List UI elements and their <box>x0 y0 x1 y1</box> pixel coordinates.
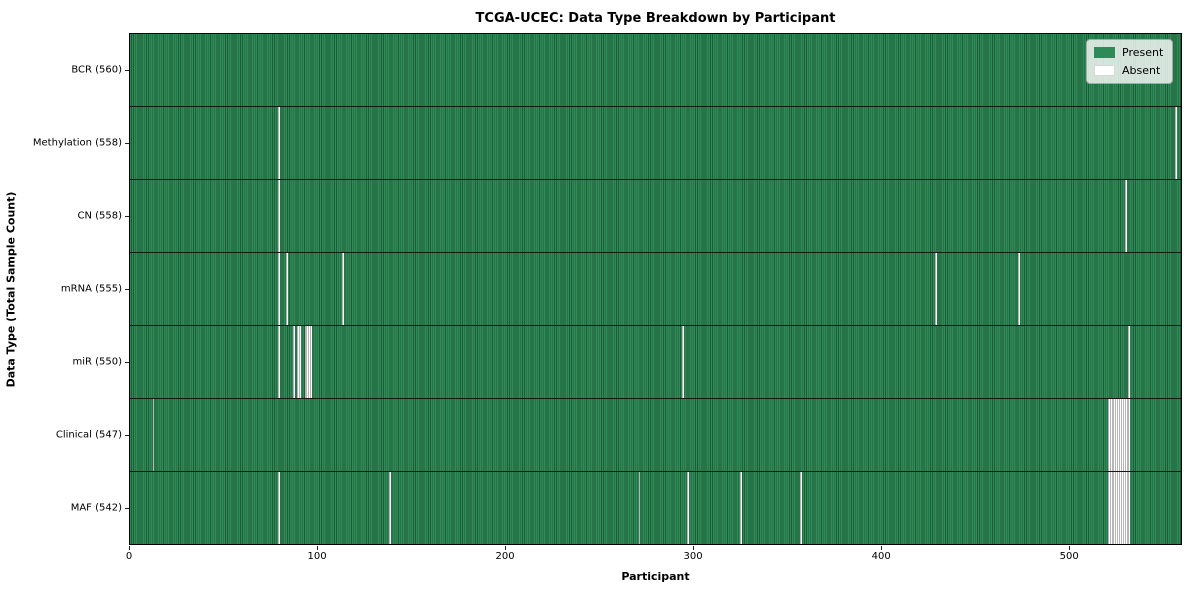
absent-bar <box>1109 399 1112 471</box>
x-axis-label: Participant <box>621 570 690 583</box>
y-tick-label: Clinical (547) <box>55 429 122 441</box>
absent-bar <box>687 472 690 544</box>
absent-bar <box>306 326 309 398</box>
absent-bar <box>1115 472 1118 544</box>
y-tick-label: Methylation (558) <box>32 137 122 149</box>
absent-bar <box>152 399 155 471</box>
legend-entry-absent: Absent <box>1094 64 1163 77</box>
x-tick-label: 300 <box>683 551 703 562</box>
x-tick-label: 500 <box>1059 551 1079 562</box>
y-tick-mark <box>125 508 129 510</box>
y-tick-label: miR (550) <box>72 356 122 368</box>
absent-bar <box>935 253 938 325</box>
data-row-miR <box>130 325 1181 398</box>
data-row-BCR <box>130 34 1181 106</box>
absent-bar <box>1124 180 1127 252</box>
absent-bar <box>800 472 802 544</box>
x-tick-label: 200 <box>495 551 515 562</box>
absent-bar <box>1124 472 1127 544</box>
absent-bar <box>1017 253 1020 325</box>
y-tick-mark <box>125 69 129 71</box>
y-tick-mark <box>125 142 129 144</box>
absent-bar <box>1128 326 1131 398</box>
data-row-Clinical <box>130 398 1181 471</box>
y-tick-label: MAF (542) <box>70 502 122 514</box>
absent-bar <box>1126 399 1129 471</box>
x-tick-label: 400 <box>871 551 891 562</box>
chart-title: TCGA-UCEC: Data Type Breakdown by Partic… <box>475 11 836 26</box>
absent-bar <box>1120 472 1123 544</box>
absent-bar <box>1111 472 1114 544</box>
plot-area <box>129 33 1182 545</box>
legend-swatch-absent <box>1094 65 1115 76</box>
absent-bar <box>293 326 296 398</box>
y-tick-label: BCR (560) <box>71 64 122 76</box>
y-tick-mark <box>125 289 129 290</box>
absent-bar <box>1111 399 1114 471</box>
data-row-Methylation <box>130 106 1181 179</box>
absent-bar <box>342 253 344 325</box>
absent-bar <box>1122 472 1125 544</box>
y-tick-mark <box>125 435 129 437</box>
absent-bar <box>1107 472 1110 544</box>
absent-bar <box>278 180 281 252</box>
absent-bar <box>739 472 742 544</box>
legend: Present Absent <box>1086 39 1174 84</box>
absent-bar <box>298 326 301 398</box>
absent-bar <box>310 326 313 398</box>
absent-bar <box>1107 399 1110 471</box>
x-tick-mark <box>1069 546 1071 550</box>
absent-bar <box>1175 107 1178 179</box>
y-tick-labels: BCR (560) Methylation (558) CN (558) mRNA (… <box>0 33 122 545</box>
x-tick-mark <box>881 546 883 550</box>
legend-label: Present <box>1122 46 1164 59</box>
absent-bar <box>1124 399 1127 471</box>
absent-bar <box>1117 399 1120 471</box>
y-tick-mark <box>125 362 129 364</box>
x-tick-label: 0 <box>125 551 133 562</box>
absent-bar <box>285 253 288 325</box>
absent-bar <box>1119 472 1121 544</box>
absent-bar <box>1117 472 1120 544</box>
absent-bar <box>1109 472 1112 544</box>
absent-bar <box>308 326 311 398</box>
absent-bar <box>278 326 281 398</box>
absent-bar <box>278 472 281 544</box>
absent-bar <box>1126 472 1129 544</box>
absent-bar <box>1128 472 1131 544</box>
data-row-mRNA <box>130 252 1181 325</box>
absent-bar <box>638 472 641 544</box>
absent-bar <box>278 107 281 179</box>
absent-bar <box>1113 399 1116 471</box>
absent-bar <box>1115 399 1118 471</box>
absent-bar <box>278 253 281 325</box>
x-tick-mark <box>505 546 507 550</box>
absent-bar <box>681 326 684 398</box>
x-tick-mark <box>317 546 319 550</box>
y-tick-mark <box>125 215 129 217</box>
data-row-CN <box>130 179 1181 252</box>
absent-bar <box>388 472 391 544</box>
legend-entry-present: Present <box>1094 46 1163 59</box>
y-tick-label: CN (558) <box>77 210 122 222</box>
legend-label: Absent <box>1122 64 1161 77</box>
y-tick-label: mRNA (555) <box>60 283 122 295</box>
absent-bar <box>1128 399 1131 471</box>
x-tick-mark <box>693 546 695 550</box>
absent-bar <box>1122 399 1125 471</box>
absent-bar <box>297 326 299 398</box>
absent-bar <box>1120 399 1123 471</box>
absent-bar <box>1119 399 1121 471</box>
x-tick-mark <box>129 546 130 550</box>
x-tick-label: 100 <box>307 551 327 562</box>
absent-bar <box>304 326 307 398</box>
legend-swatch-present <box>1094 47 1115 58</box>
data-row-MAF <box>130 471 1181 544</box>
absent-bar <box>1113 472 1116 544</box>
